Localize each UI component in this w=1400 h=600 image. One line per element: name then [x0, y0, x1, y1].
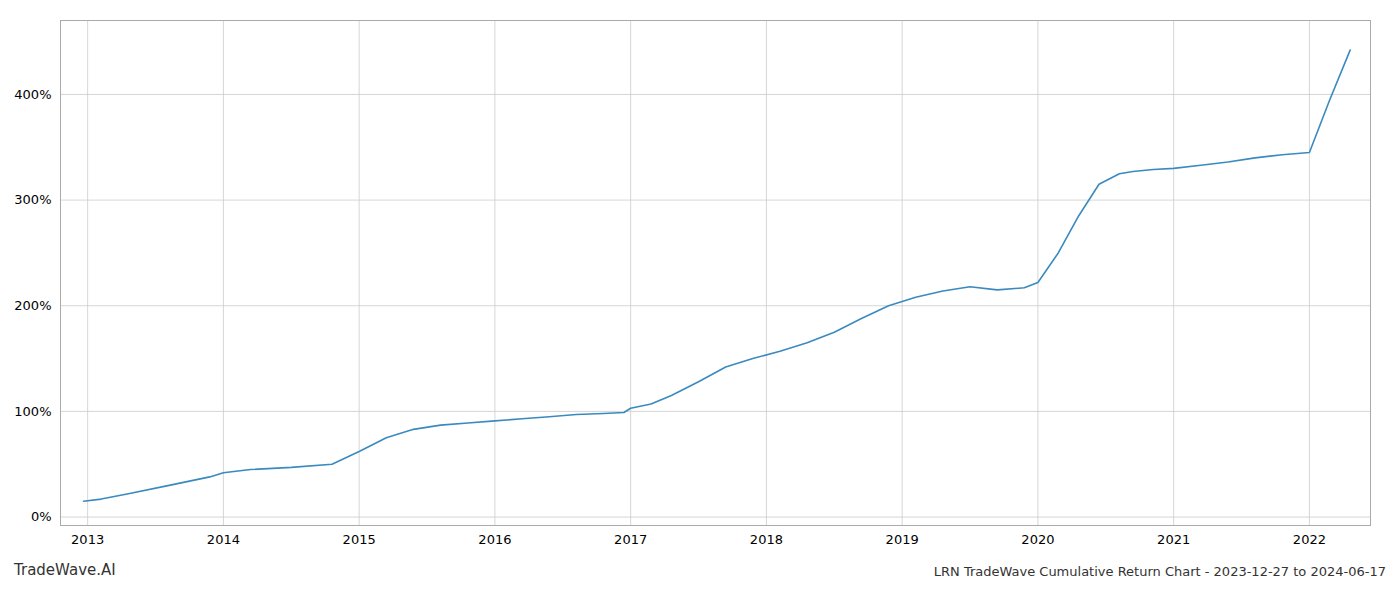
- svg-text:2017: 2017: [614, 532, 647, 547]
- svg-text:100%: 100%: [14, 404, 51, 419]
- svg-text:2022: 2022: [1293, 532, 1326, 547]
- svg-text:2013: 2013: [71, 532, 104, 547]
- svg-text:2018: 2018: [750, 532, 783, 547]
- svg-text:2016: 2016: [478, 532, 511, 547]
- svg-text:2019: 2019: [886, 532, 919, 547]
- html-text:TradeWave.AI: TradeWave.AI: [14, 561, 116, 579]
- svg-text:2014: 2014: [207, 532, 240, 547]
- svg-text:2020: 2020: [1021, 532, 1054, 547]
- svg-text:400%: 400%: [14, 87, 51, 102]
- svg-text:0%: 0%: [31, 509, 52, 524]
- svg-text:300%: 300%: [14, 192, 51, 207]
- svg-text:2015: 2015: [343, 532, 376, 547]
- svg-text:200%: 200%: [14, 298, 51, 313]
- svg-text:2021: 2021: [1157, 532, 1190, 547]
- html-text:LRN TradeWave Cumulative Retur: LRN TradeWave Cumulative Return Chart - …: [933, 564, 1386, 579]
